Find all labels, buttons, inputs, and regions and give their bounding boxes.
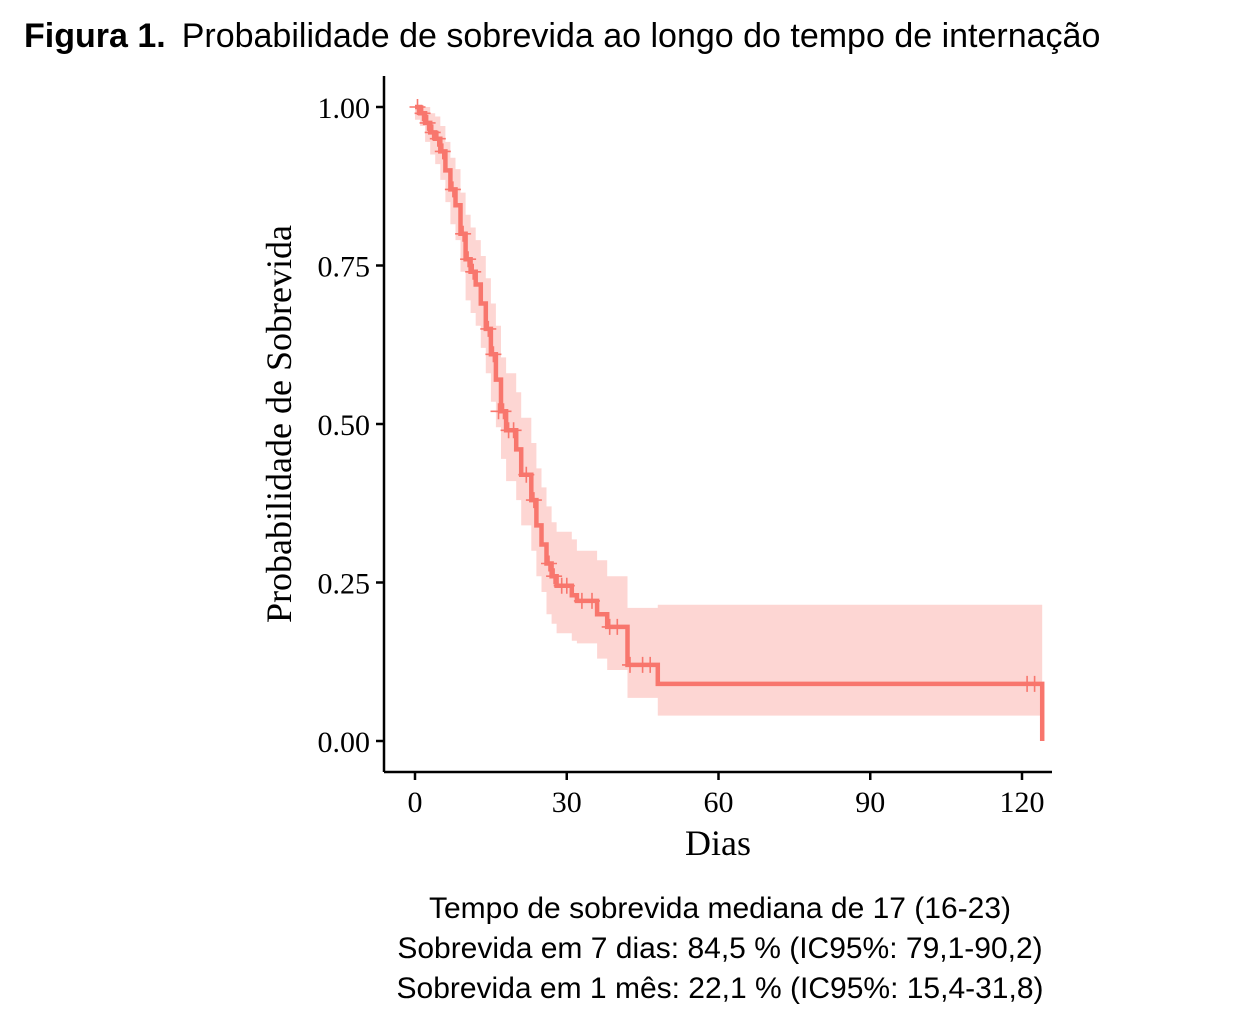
confidence-band-layer (415, 107, 1043, 716)
y-axis-title: Probabilidade de Sobrevida (259, 225, 299, 623)
censor-mark (558, 577, 575, 594)
caption-median: Tempo de sobrevida mediana de 17 (16-23) (428, 892, 1012, 925)
survival-curve-layer (415, 104, 1045, 741)
confidence-band (415, 107, 1043, 716)
censor-mark (480, 320, 497, 337)
censor-mark (414, 105, 431, 122)
censor-mark (541, 555, 557, 572)
y-tick-label: 0.00 (318, 726, 371, 759)
y-tick-label: 1.00 (318, 92, 371, 125)
censor-mark (419, 114, 436, 131)
x-tick-label: 0 (408, 786, 423, 819)
axes-layer: 0.00 0.25 0.50 0.75 1.00 0 30 60 90 120 (318, 76, 1052, 819)
censor-mark (460, 251, 477, 268)
censor-mark (642, 656, 659, 673)
censor-mark (465, 263, 482, 280)
caption-1-month: Sobrevida em 1 mês: 22,1 % (IC95%: 15,4-… (396, 972, 1044, 1005)
censor-mark (546, 568, 563, 585)
figure-title: Figura 1. Probabilidade de sobrevida ao l… (24, 14, 1100, 58)
censor-mark (455, 225, 472, 242)
survival-curve (415, 104, 1045, 741)
censor-mark (1026, 675, 1043, 692)
censor-mark (485, 346, 502, 363)
figure-number: Figura 1. (24, 17, 166, 55)
y-tick-label: 0.75 (318, 251, 371, 284)
caption-7-days: Sobrevida em 7 dias: 84,5 % (IC95%: 79,1… (397, 932, 1043, 965)
censor-mark (505, 422, 522, 439)
x-tick-label: 60 (704, 786, 734, 819)
y-tick-label: 0.50 (318, 409, 371, 442)
censor-mark (525, 492, 542, 509)
censor-mark (429, 130, 446, 147)
x-tick-label: 90 (855, 786, 885, 819)
censor-mark (444, 181, 461, 198)
censor-mark (609, 618, 626, 635)
y-tick-label: 0.25 (318, 568, 371, 601)
figure-title-text: Probabilidade de sobrevida ao longo do t… (181, 17, 1101, 55)
censor-mark (434, 143, 451, 160)
x-axis-title: Dias (685, 823, 751, 863)
x-tick-label: 120 (1000, 786, 1045, 819)
x-tick-label: 30 (552, 786, 582, 819)
censor-mark (495, 403, 512, 420)
censor-marks-layer (409, 99, 1043, 692)
censor-mark (518, 466, 535, 483)
censor-mark (584, 592, 600, 609)
